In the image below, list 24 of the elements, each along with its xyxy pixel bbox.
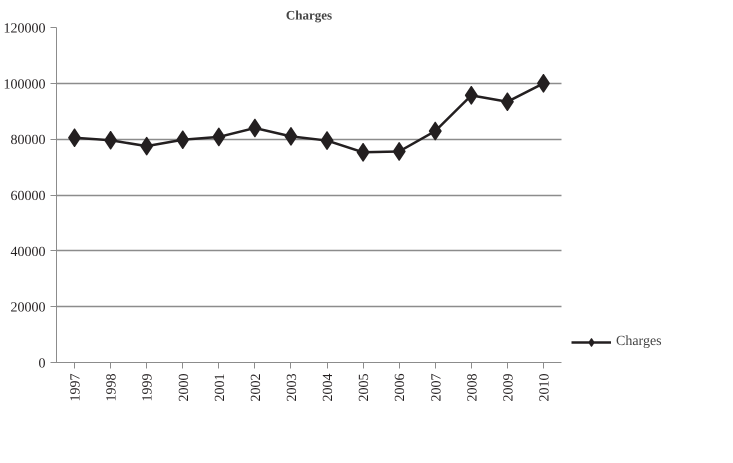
y-tick-label: 80000 bbox=[10, 133, 46, 148]
y-tick-label: 120000 bbox=[4, 22, 46, 36]
x-tick-label: 2006 bbox=[393, 374, 408, 402]
x-tick-label: 2007 bbox=[429, 374, 444, 402]
x-tick-label: 2010 bbox=[537, 374, 552, 402]
x-tick-label: 1997 bbox=[68, 374, 84, 402]
y-tick-label: 100000 bbox=[4, 77, 46, 92]
point bbox=[248, 118, 262, 138]
x-tick-label: 1998 bbox=[104, 374, 120, 402]
legend-label: Charges bbox=[616, 334, 662, 350]
chart-title: Charges bbox=[286, 8, 332, 22]
x-tick-label: 2004 bbox=[321, 374, 336, 402]
y-tick-label: 0 bbox=[38, 356, 46, 372]
x-tick-label: 2000 bbox=[176, 374, 192, 402]
x-tick-label: 2001 bbox=[212, 374, 228, 402]
y-tick-label: 20000 bbox=[10, 300, 46, 316]
x-tick-label: 2009 bbox=[501, 374, 516, 402]
y-tick-label: 40000 bbox=[10, 244, 46, 260]
x-tick-label: 2003 bbox=[284, 374, 300, 402]
x-tick-label: 2008 bbox=[465, 374, 480, 402]
x-tick-label: 1999 bbox=[140, 374, 156, 402]
y-tick-label: 60000 bbox=[10, 189, 46, 204]
x-tick-label: 2002 bbox=[248, 374, 264, 402]
x-tick-label: 2005 bbox=[357, 374, 372, 402]
